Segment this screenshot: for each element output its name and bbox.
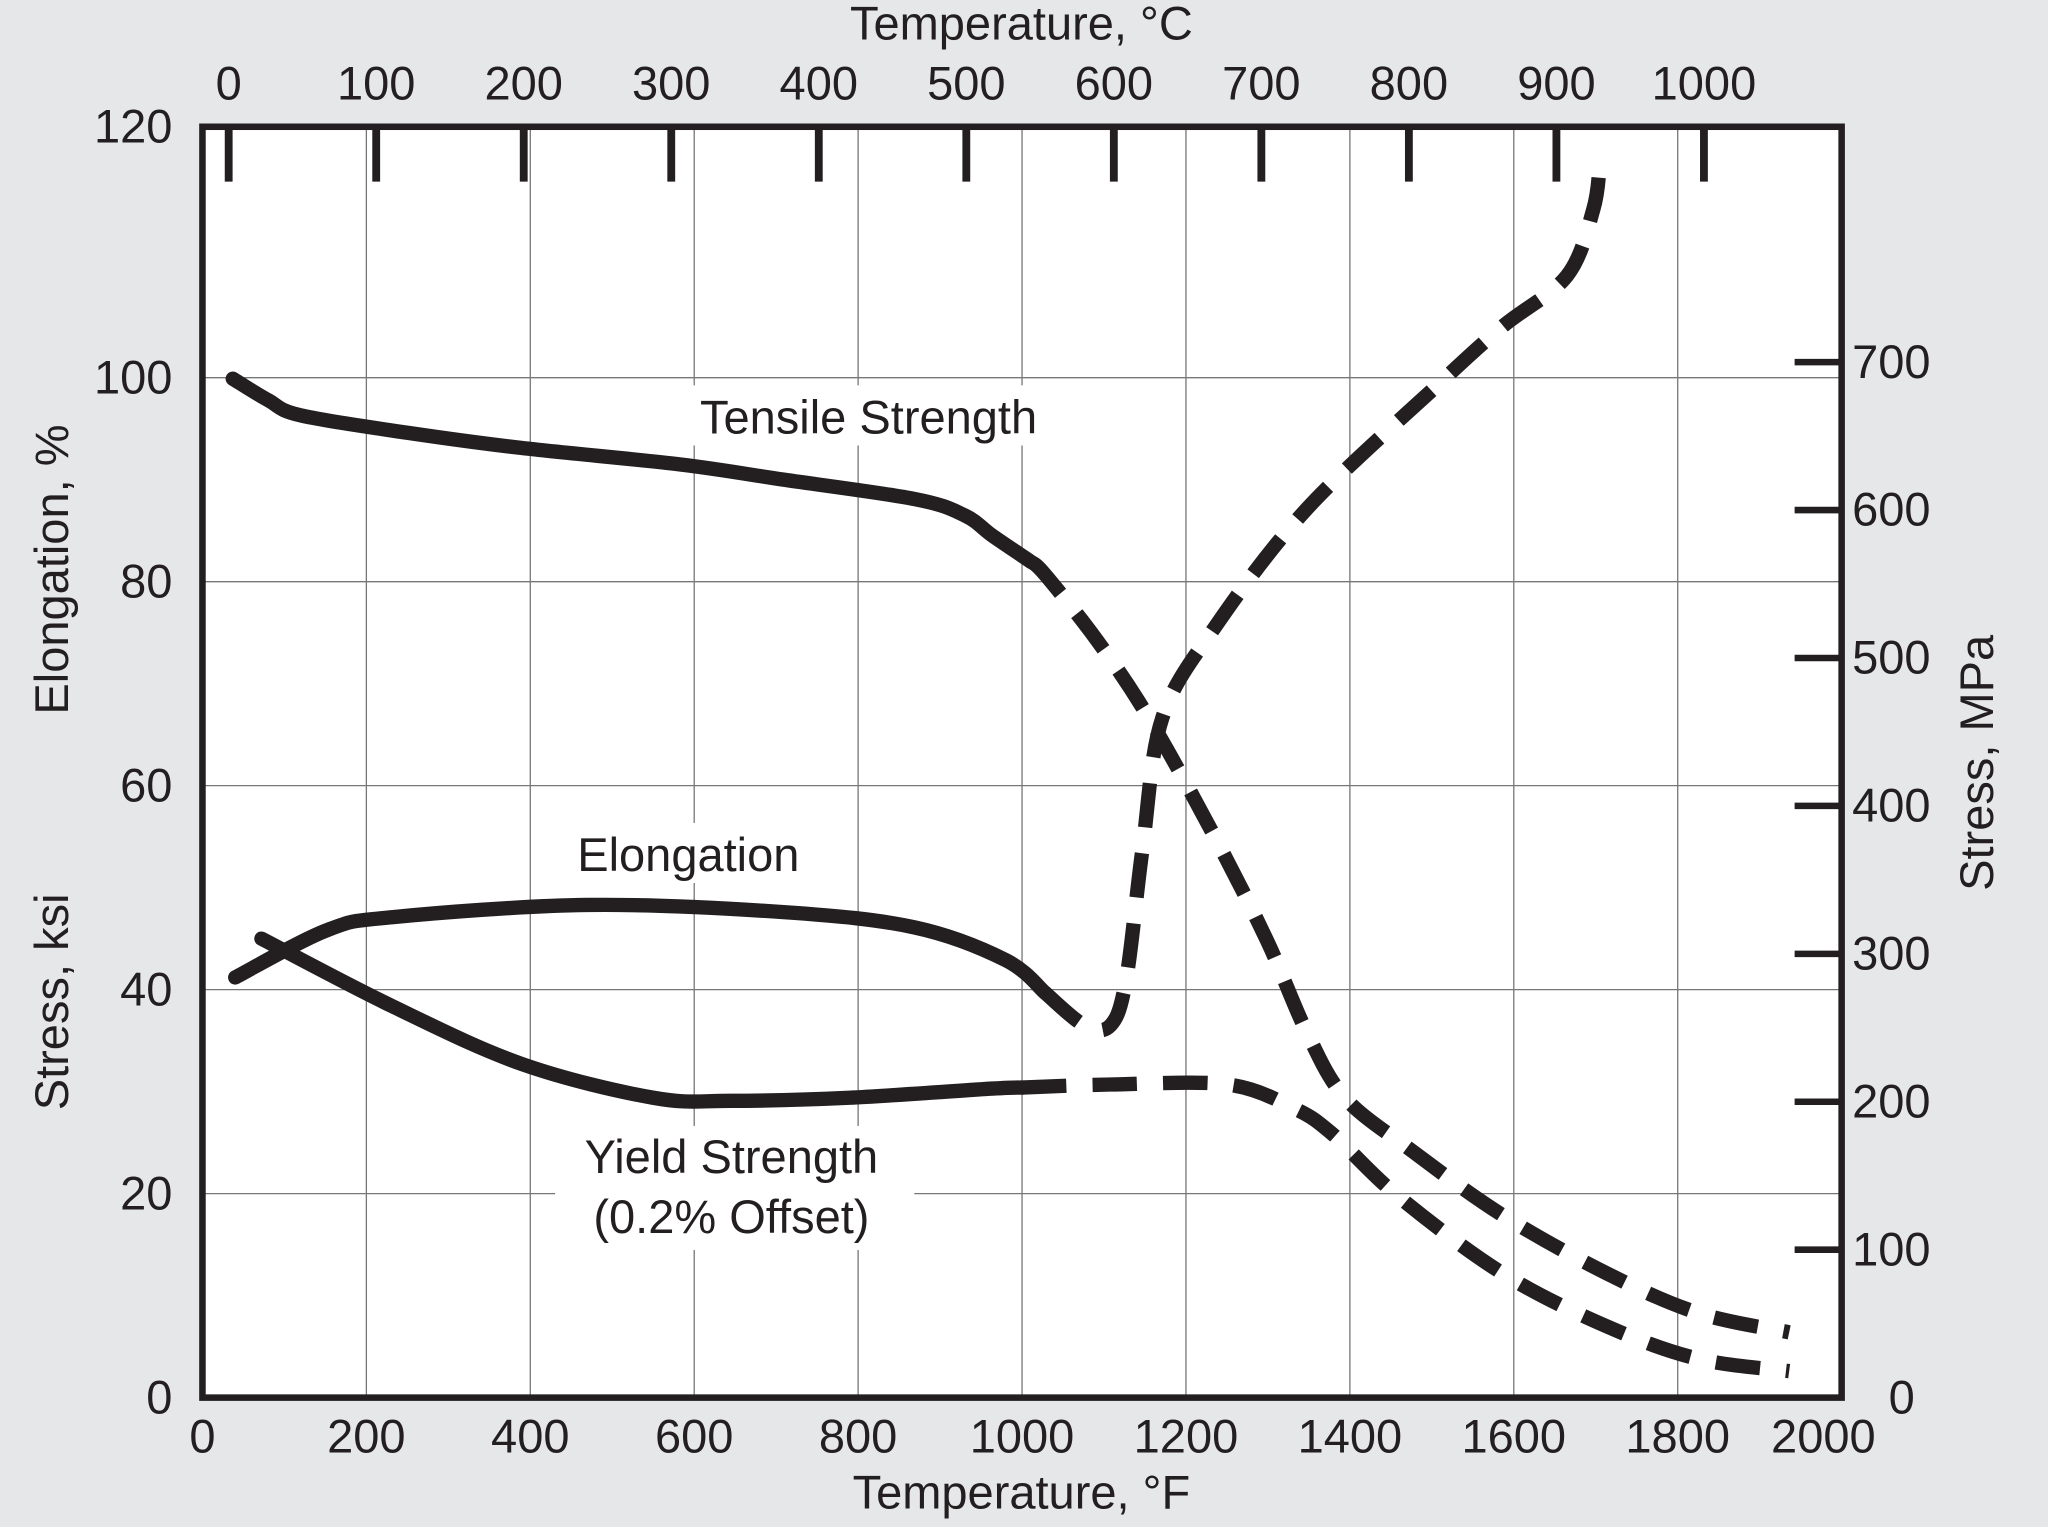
x2-tick-label: 400 — [780, 56, 858, 109]
y2-tick-label: 400 — [1852, 779, 1930, 832]
y-axis-title-stress-ksi: Stress, ksi — [25, 893, 78, 1110]
y2-tick-label: 700 — [1852, 335, 1930, 388]
y2-tick-label: 200 — [1852, 1074, 1930, 1127]
x2-tick-label: 100 — [337, 56, 415, 109]
annotation-elongation: Elongation — [577, 828, 799, 881]
x-tick-label: 0 — [189, 1409, 215, 1462]
y2-axis-title-stress-mpa: Stress, MPa — [1950, 634, 2003, 891]
y2-tick-label: 300 — [1852, 927, 1930, 980]
x2-tick-label: 200 — [485, 56, 563, 109]
annotation-tensile-strength: Tensile Strength — [700, 391, 1037, 444]
x2-tick-label: 600 — [1075, 56, 1153, 109]
x-tick-label: 1400 — [1298, 1409, 1403, 1462]
x-tick-label: 1800 — [1625, 1409, 1730, 1462]
tensile-strength-solid-line — [225, 371, 1038, 569]
x2-tick-label: 0 — [216, 56, 242, 109]
tensile-strength-dashed-line — [1025, 555, 1791, 1340]
y-tick-label: 120 — [94, 99, 172, 152]
x-tick-label: 1600 — [1461, 1409, 1566, 1462]
x-tick-label: 800 — [819, 1409, 897, 1462]
y-tick-label: 80 — [120, 554, 172, 607]
y-tick-label: 20 — [120, 1166, 172, 1219]
x-tick-label: 1000 — [970, 1409, 1075, 1462]
x-tick-label: 1200 — [1134, 1409, 1239, 1462]
y-tick-label: 0 — [146, 1370, 172, 1423]
yield-strength-offset-solid-line — [254, 931, 1030, 1109]
y2-tick-label: 600 — [1852, 483, 1930, 536]
elongation-dashed-line — [1040, 162, 1607, 1038]
y2-tick-label: 0 — [1889, 1370, 1915, 1423]
annotation-yield-strength: Yield Strength — [585, 1130, 879, 1183]
y-axis-title-elongation: Elongation, % — [25, 424, 78, 714]
x2-axis-title-celsius: Temperature, °C — [850, 0, 1193, 49]
y-tick-label: 40 — [120, 962, 172, 1015]
y2-tick-label: 100 — [1852, 1222, 1930, 1275]
x-axis-title-fahrenheit: Temperature, °F — [853, 1466, 1191, 1519]
elongation-solid-line — [228, 897, 1053, 1000]
yield-strength-offset-dashed-line — [1021, 1075, 1791, 1379]
x2-tick-label: 800 — [1370, 56, 1448, 109]
x2-tick-label: 900 — [1517, 56, 1595, 109]
y-tick-label: 100 — [94, 350, 172, 403]
x2-tick-label: 500 — [927, 56, 1005, 109]
y2-tick-label: 500 — [1852, 631, 1930, 684]
x2-tick-label: 300 — [632, 56, 710, 109]
x-tick-label: 400 — [491, 1409, 569, 1462]
y-tick-label: 60 — [120, 758, 172, 811]
x-tick-label: 2000 — [1771, 1409, 1876, 1462]
x2-tick-label: 1000 — [1652, 56, 1757, 109]
plot-frame — [199, 123, 1845, 1401]
x-tick-label: 600 — [655, 1409, 733, 1462]
x-tick-label: 200 — [327, 1409, 405, 1462]
annotation-yield-offset: (0.2% Offset) — [593, 1190, 869, 1243]
x2-tick-label: 700 — [1222, 56, 1300, 109]
